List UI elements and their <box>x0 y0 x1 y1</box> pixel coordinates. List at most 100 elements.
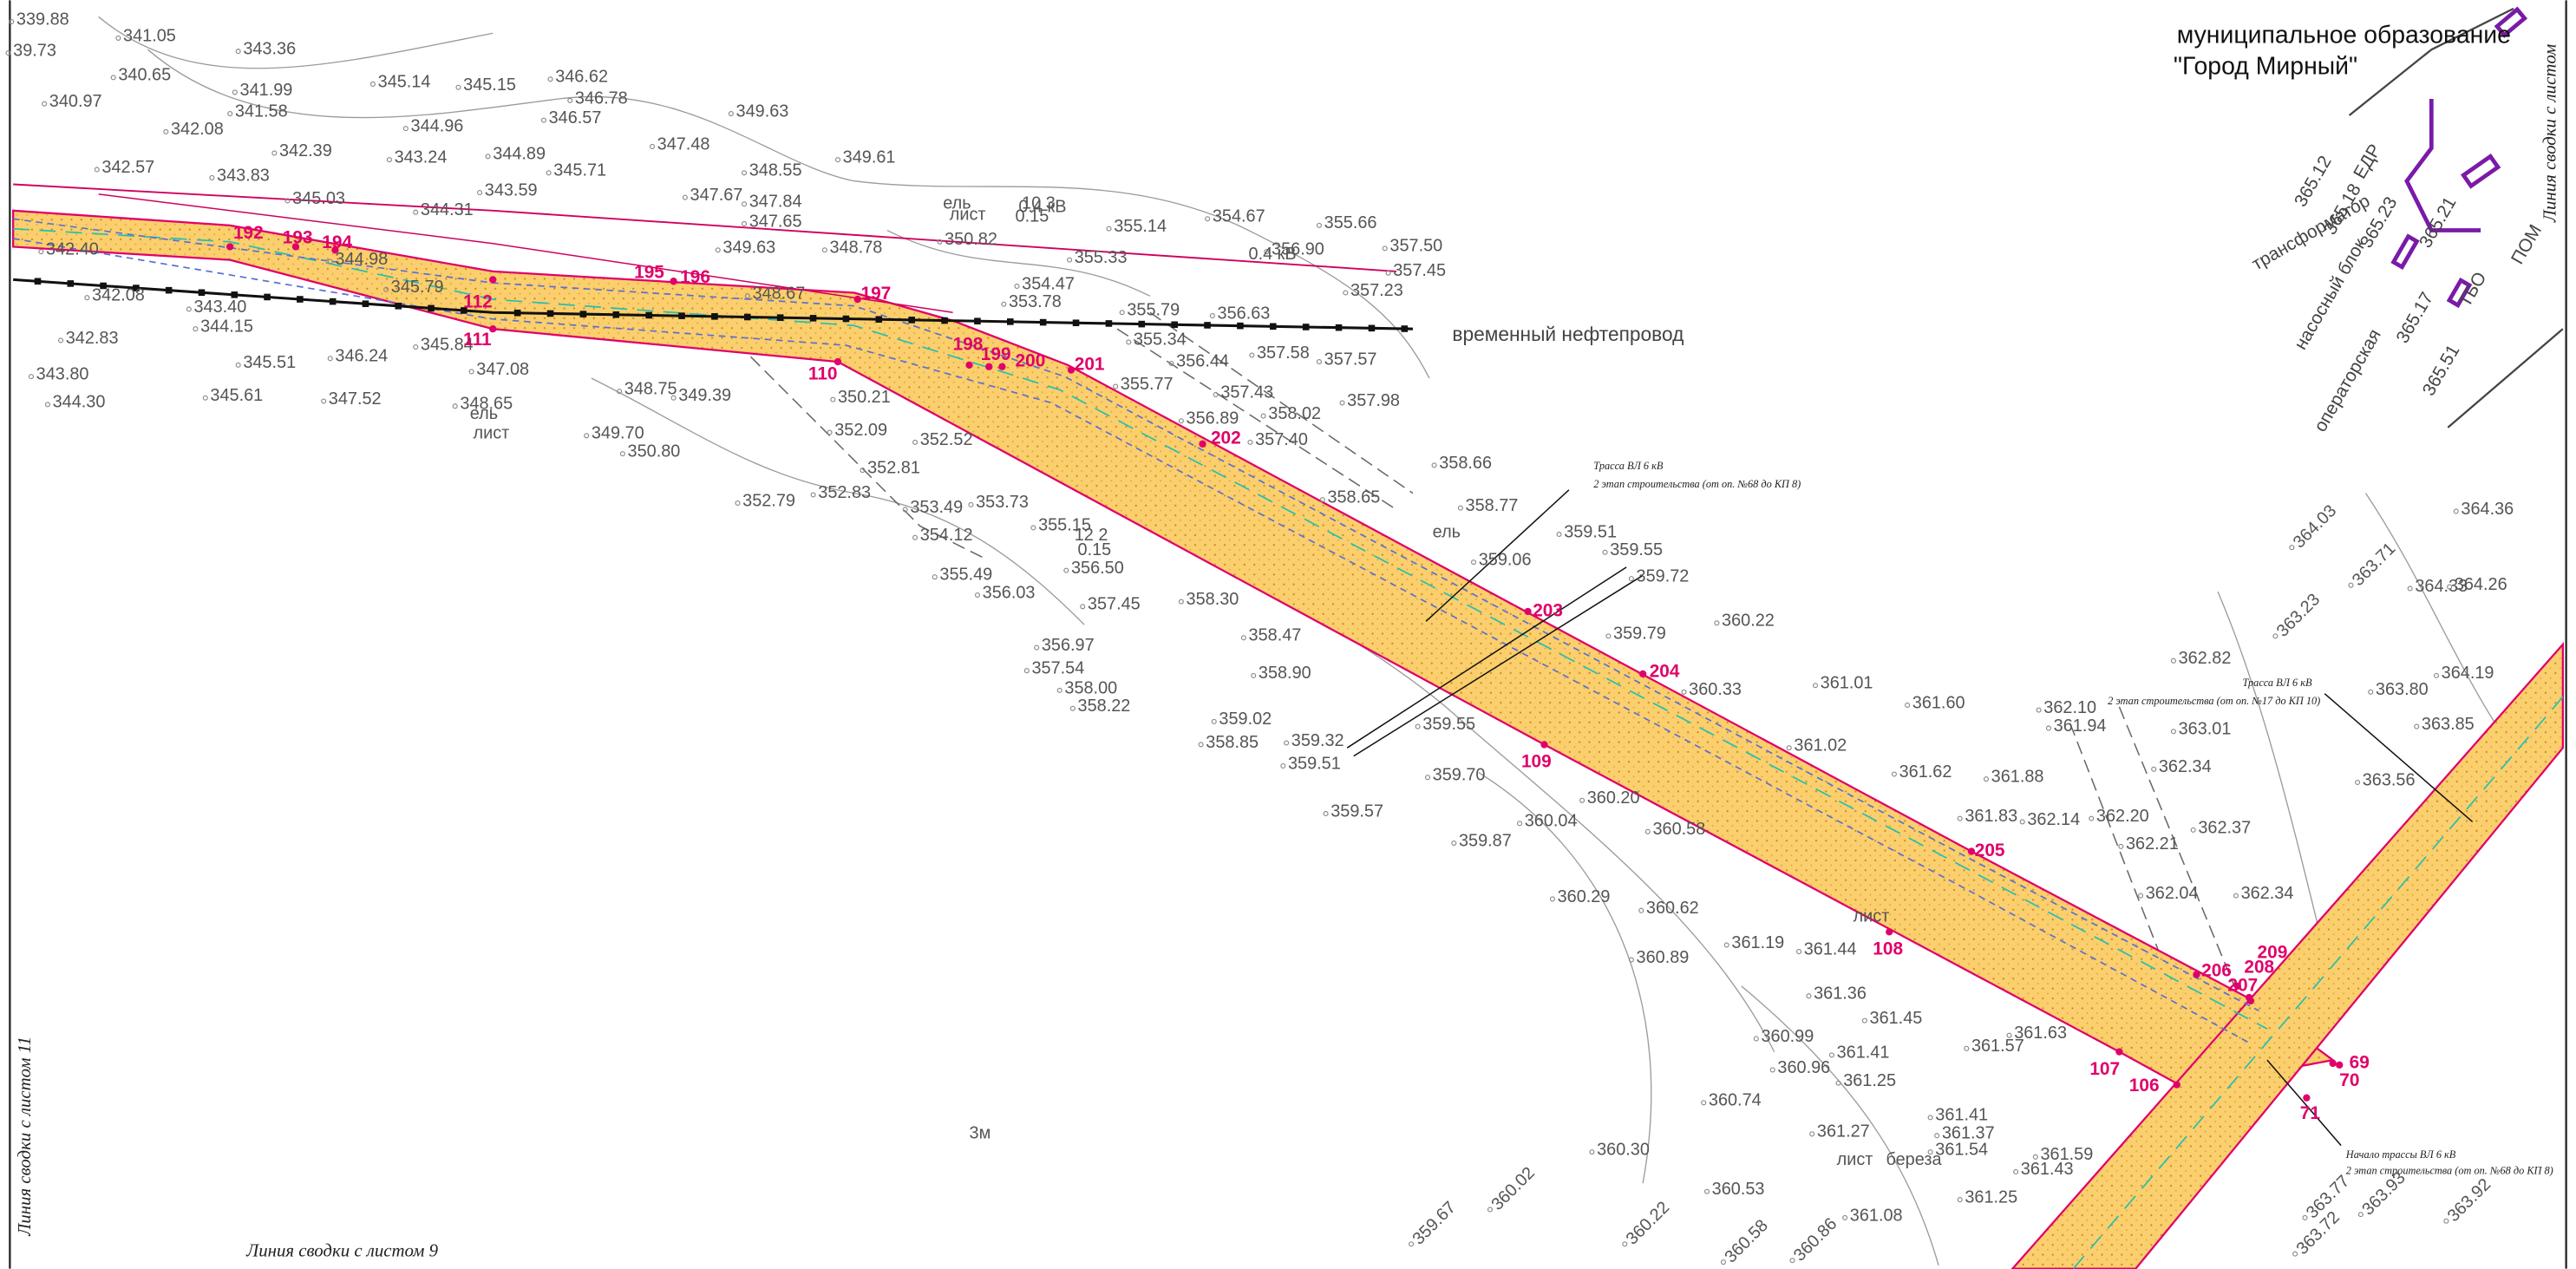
elevation-marker <box>2151 766 2157 772</box>
route-subtitle: 2 этап строительства (от оп. №17 до КП 1… <box>2108 695 2320 707</box>
survey-point <box>226 243 234 251</box>
elevation-marker <box>1385 270 1391 276</box>
elevation-label: 360.30 <box>1597 1141 1650 1160</box>
feature-label: 0.15 <box>1016 207 1049 226</box>
elevation-marker <box>742 220 748 226</box>
survey-point <box>1524 607 1532 616</box>
elevation-marker <box>827 429 833 435</box>
elevation-label: 361.62 <box>1899 762 1952 782</box>
elevation-marker <box>485 154 491 160</box>
elevation-marker <box>1280 763 1286 769</box>
elevation-marker <box>1964 1045 1970 1051</box>
survey-point <box>1540 741 1548 749</box>
centerline <box>2072 696 2564 1269</box>
point-label: 203 <box>1533 600 1563 620</box>
elevation-marker <box>115 35 121 41</box>
point-label: 209 <box>2258 942 2288 962</box>
elevation-marker <box>1249 352 1255 358</box>
elevation-marker <box>742 201 748 207</box>
elevation-label: 339.88 <box>16 10 69 29</box>
leader-line <box>2266 1059 2342 1147</box>
elevation-marker <box>413 209 419 215</box>
elevation-label: 360.53 <box>1712 1180 1765 1199</box>
elevation-marker <box>1786 745 1792 751</box>
elevation-label: 361.37 <box>1942 1124 1995 1143</box>
elevation-marker <box>2045 725 2052 731</box>
fence-line <box>2447 328 2564 428</box>
elevation-marker <box>1638 907 1644 913</box>
survey-point <box>489 325 497 333</box>
elevation-marker <box>2443 1218 2449 1224</box>
elevation-label: 355.15 <box>1038 516 1091 535</box>
elevation-marker <box>821 247 827 253</box>
elevation-label: 356.44 <box>1176 351 1229 370</box>
elevation-marker <box>912 534 919 540</box>
contour <box>1478 772 1652 1184</box>
elevation-marker <box>1927 1149 1933 1155</box>
elevation-marker <box>110 75 116 81</box>
elevation-label: 349.61 <box>843 147 896 167</box>
elevation-marker <box>1209 313 1215 319</box>
elevation-label: 345.61 <box>210 386 263 405</box>
elevation-marker <box>540 117 546 123</box>
point-label: 70 <box>2339 1070 2359 1090</box>
elevation-marker <box>1579 797 1585 803</box>
elevation-label: 352.81 <box>867 458 920 477</box>
elevation-marker <box>2013 1168 2019 1174</box>
elevation-label: 362.20 <box>2096 807 2149 826</box>
elevation-marker <box>44 402 50 408</box>
elevation-marker <box>193 326 199 332</box>
survey-point <box>2233 982 2241 991</box>
elevation-marker <box>1409 1241 1415 1247</box>
elevation-marker <box>1723 942 1729 948</box>
elevation-marker <box>2272 633 2279 639</box>
elevation-label: 355.79 <box>1127 301 1180 320</box>
road-edge <box>722 328 986 560</box>
elevation-marker <box>834 157 841 163</box>
elevation-marker <box>1517 821 1523 827</box>
elevation-marker <box>1251 672 1257 678</box>
elevation-label: 348.55 <box>749 161 802 180</box>
pipeline-marker <box>842 315 850 323</box>
elevation-marker <box>452 403 458 409</box>
elevation-label: 361.60 <box>1912 693 1965 712</box>
point-label: 107 <box>2089 1059 2120 1079</box>
elevation-marker <box>1487 1207 1494 1213</box>
elevation-marker <box>1424 775 1431 781</box>
survey-point <box>1067 366 1076 374</box>
elevation-label: 359.51 <box>1564 522 1617 541</box>
elevation-label: 344.15 <box>200 317 253 337</box>
elevation-marker <box>1957 815 1963 821</box>
elevation-label: 346.24 <box>335 347 388 366</box>
elevation-marker <box>468 369 474 375</box>
elevation-marker <box>94 167 100 173</box>
pipeline-marker <box>941 317 948 324</box>
elevation-marker <box>1247 439 1253 445</box>
elevation-label: 358.02 <box>1268 404 1321 423</box>
elevation-marker <box>619 451 625 457</box>
elevation-label: 362.14 <box>2027 810 2080 829</box>
elevation-label: 353.49 <box>910 498 963 517</box>
pipeline-marker <box>67 280 75 287</box>
pipeline-marker <box>645 311 652 319</box>
elevation-marker <box>284 198 291 204</box>
elevation-label: 361.45 <box>1870 1009 1923 1028</box>
elevation-marker <box>271 150 278 156</box>
point-label: 202 <box>1211 428 1241 448</box>
elevation-label: 363.56 <box>2363 770 2416 789</box>
elevation-label: 358.22 <box>1078 697 1131 716</box>
pipeline-marker <box>1072 319 1080 327</box>
elevation-marker <box>2089 815 2095 821</box>
pipeline-marker <box>297 296 304 303</box>
elevation-label: 362.04 <box>2146 884 2199 903</box>
leader-line <box>1346 566 1627 749</box>
contour <box>1741 985 1939 1266</box>
elevation-label: 39.73 <box>13 41 56 60</box>
elevation-label: 343.36 <box>243 39 296 58</box>
elevation-marker <box>2433 672 2440 678</box>
elevation-marker <box>1957 1197 1963 1203</box>
elevation-marker <box>455 84 461 90</box>
pipeline-marker <box>362 300 369 307</box>
elevation-label: 363.85 <box>2422 715 2475 734</box>
